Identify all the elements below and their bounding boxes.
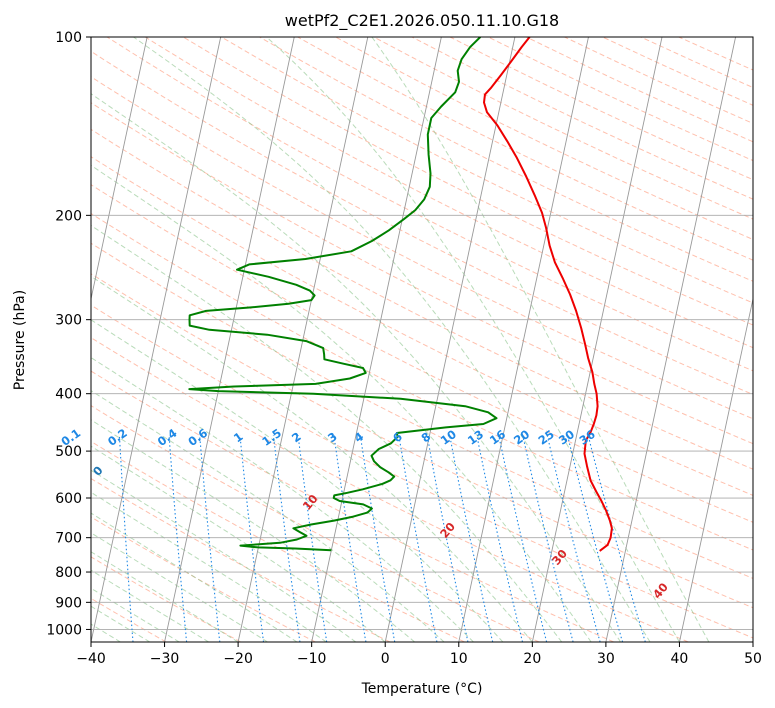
dry-adiabat-line <box>91 477 391 642</box>
y-tick-label: 700 <box>55 531 82 547</box>
moist-adiabat-line <box>266 37 680 642</box>
isotherm-line <box>458 37 589 642</box>
chart-title: wetPf2_C2E1.2026.050.11.10.G18 <box>285 11 559 31</box>
moist-adiabat-line <box>91 319 504 642</box>
temperature-profile-line <box>483 37 613 552</box>
y-axis-label: Pressure (hPa) <box>12 290 28 390</box>
x-tick-label: 10 <box>450 651 468 667</box>
moist-adiabat-line <box>91 356 474 642</box>
x-tick-label: 40 <box>671 651 689 667</box>
dry-adiabat-line <box>91 597 167 642</box>
x-axis-label: Temperature (°C) <box>361 681 483 697</box>
mixing-ratio-line <box>118 435 134 642</box>
dry-adiabat-line <box>221 37 753 304</box>
dry-adiabat-line <box>91 304 753 639</box>
x-tick-label: −30 <box>150 651 180 667</box>
y-tick-label: 200 <box>55 208 82 224</box>
mixing-ratio-line <box>297 435 328 642</box>
dry-adiabat-line <box>91 102 753 445</box>
moist-adiabat-line <box>91 419 415 642</box>
mixing-ratio-line <box>566 435 624 642</box>
mixing-ratio-line <box>449 435 494 642</box>
moist-adiabat-line <box>91 164 592 642</box>
isotherm-line <box>531 37 663 642</box>
y-tick-label: 100 <box>55 30 82 46</box>
isotherm-line <box>311 37 442 642</box>
isotherm-line <box>91 37 222 642</box>
dry-adiabat-line <box>91 405 540 642</box>
x-tick-label: 30 <box>597 651 615 667</box>
mixing-ratio-line <box>272 435 301 642</box>
plot-frame <box>90 36 754 643</box>
isotherm-line <box>679 296 753 642</box>
mixing-ratio-line <box>546 435 601 642</box>
mixing-ratio-line <box>398 435 438 642</box>
dry-adiabat-line <box>91 516 316 642</box>
isotherm-line <box>237 37 369 642</box>
dry-adiabat-line <box>91 242 753 579</box>
moist-adiabat-line <box>91 224 563 642</box>
moist-adiabat-line <box>91 491 327 642</box>
mixing-ratio-line <box>476 435 524 642</box>
dewpoint-profile-line <box>188 37 498 552</box>
moist-adiabat-line <box>91 587 180 642</box>
mixing-ratio-line <box>168 435 188 642</box>
x-tick-label: −20 <box>223 651 253 667</box>
dry-adiabat-line <box>91 273 753 609</box>
mixing-ratio-line <box>239 435 265 642</box>
dry-adiabat-line <box>91 128 753 470</box>
dry-adiabat-line <box>91 337 689 642</box>
y-tick-label: 500 <box>55 444 82 460</box>
x-tick-label: −10 <box>297 651 327 667</box>
y-tick-label: 900 <box>55 595 82 611</box>
dry-adiabat-line <box>91 184 753 523</box>
isotherm-line <box>164 37 295 642</box>
y-tick-label: 600 <box>55 491 82 507</box>
mixing-ratio-line <box>587 435 646 642</box>
x-tick-label: 20 <box>523 651 541 667</box>
moist-adiabat-line <box>91 605 151 642</box>
y-tick-label: 1000 <box>46 622 82 638</box>
dry-adiabat-line <box>91 370 614 642</box>
mixing-ratio-line <box>426 435 469 642</box>
isotherm-line <box>91 37 148 302</box>
y-tick-label: 800 <box>55 565 82 581</box>
x-tick-label: −40 <box>76 651 106 667</box>
isotherm-line <box>384 37 516 642</box>
dry-adiabat-line <box>91 212 753 551</box>
moist-adiabat-line <box>91 469 357 642</box>
isotherm-line <box>605 37 737 642</box>
x-tick-label: 0 <box>381 651 390 667</box>
dry-adiabat-line <box>91 76 753 420</box>
moist-adiabat-line <box>133 37 651 642</box>
y-tick-label: 300 <box>55 313 82 329</box>
dry-adiabat-line <box>182 37 753 326</box>
dry-adiabat-line <box>91 156 753 496</box>
x-tick-label: 50 <box>744 651 762 667</box>
mixing-ratio-line <box>333 435 367 642</box>
mixing-ratio-line <box>199 435 221 642</box>
y-tick-label: 400 <box>55 387 82 403</box>
mixing-ratio-line <box>359 435 396 642</box>
moist-adiabat-line <box>91 93 622 642</box>
